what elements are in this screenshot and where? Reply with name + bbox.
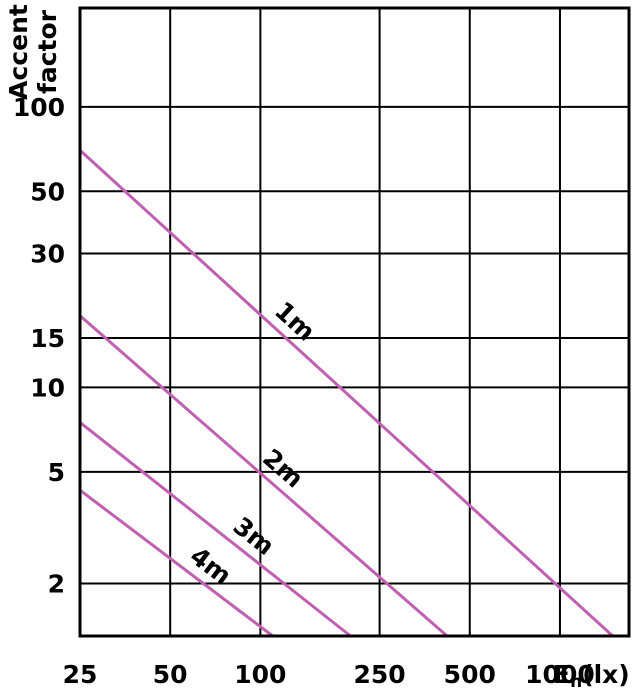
x-tick-label: 100 xyxy=(234,660,286,689)
x-axis-label-sub: h xyxy=(570,672,582,692)
plot-frame xyxy=(78,6,631,638)
x-axis-label: Eh(lx) xyxy=(553,660,630,692)
y-axis-label-line-1: Accent xyxy=(4,4,33,100)
series-label-2m: 2m xyxy=(257,443,309,493)
y-tick-label: 10 xyxy=(30,373,65,402)
series-line-2m xyxy=(79,314,449,638)
grid xyxy=(80,7,629,636)
x-tick-label: 500 xyxy=(444,660,496,689)
x-tick-label: 50 xyxy=(153,660,188,689)
series-line-1m xyxy=(78,149,614,638)
x-axis-label-unit: (lx) xyxy=(582,660,630,689)
x-tick-label: 250 xyxy=(353,660,405,689)
series-label-3m: 3m xyxy=(228,511,280,561)
y-tick-label: 5 xyxy=(48,458,65,487)
y-tick-label: 30 xyxy=(30,240,65,269)
y-tick-label: 2 xyxy=(48,570,65,599)
x-axis-label-main: E xyxy=(553,660,570,689)
series-line-4m xyxy=(79,489,274,638)
y-tick-label: 15 xyxy=(30,324,65,353)
series-line-3m xyxy=(79,421,352,638)
plot-border xyxy=(78,6,631,638)
y-tick-label: 100 xyxy=(13,93,65,122)
x-tick-label: 1000 xyxy=(525,660,595,689)
y-axis-label-line-2: factor xyxy=(33,9,62,94)
series-label-1m: 1m xyxy=(269,296,321,347)
x-tick-label: 25 xyxy=(63,660,98,689)
y-tick-label: 50 xyxy=(30,177,65,206)
